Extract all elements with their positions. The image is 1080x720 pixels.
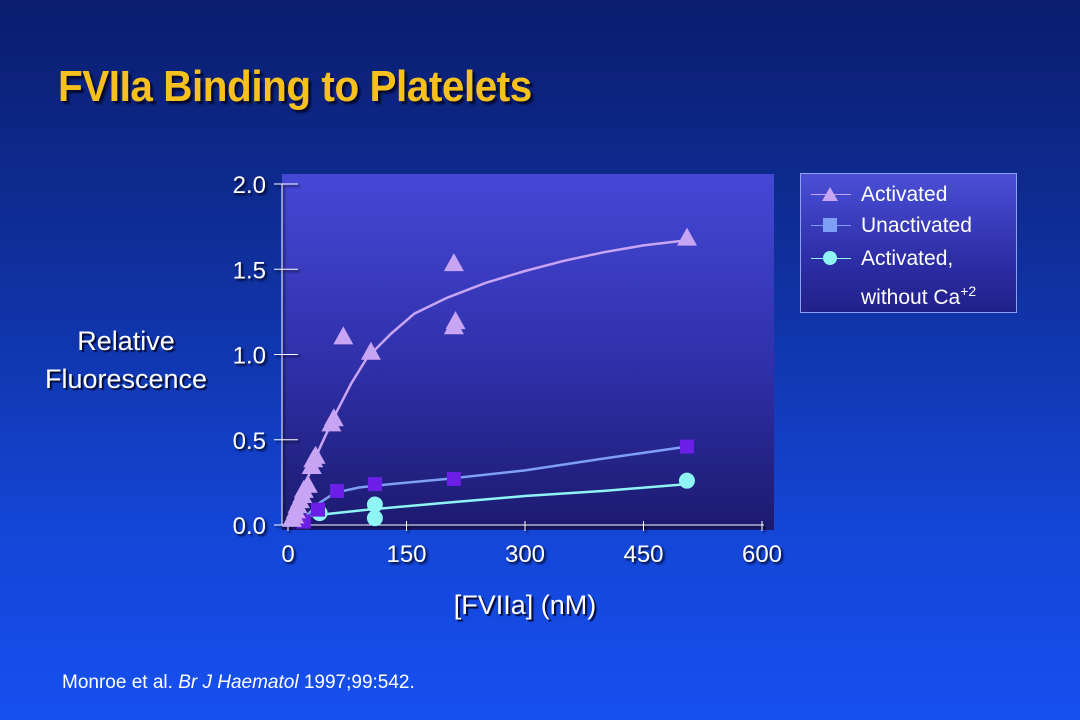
- citation-authors: Monroe et al.: [62, 672, 173, 693]
- data-point-activated: [445, 311, 466, 330]
- legend-label-activated-without-ca: Activated, without Ca+2: [861, 243, 976, 314]
- y-axis-label: Relative Fluorescence: [36, 322, 216, 398]
- data-point-unactivated: [446, 471, 461, 486]
- y-tick-label: 0.5: [233, 428, 266, 455]
- legend-label-activated: Activated: [861, 183, 948, 206]
- data-point-no_ca: [678, 472, 695, 489]
- data-point-unactivated: [311, 502, 326, 517]
- citation: Monroe et al. Br J Haematol 1997;99:542.: [62, 672, 415, 694]
- triangle-marker-icon: [822, 187, 838, 201]
- slide-title: FVIIa Binding to Platelets: [58, 62, 532, 111]
- fit-curve-activated: [290, 239, 689, 518]
- data-point-activated: [305, 445, 326, 464]
- data-point-activated: [360, 341, 381, 360]
- data-point-activated: [677, 227, 697, 246]
- data-point-activated: [443, 253, 464, 272]
- legend-label-unactivated: Unactivated: [861, 214, 972, 237]
- plot-area: [282, 174, 774, 530]
- data-point-unactivated: [679, 439, 694, 454]
- legend-item-activated-without-ca: Activated, without Ca+2: [811, 243, 1011, 309]
- data-point-no_ca: [366, 510, 383, 527]
- data-point-unactivated: [367, 477, 382, 492]
- x-tick-label: 450: [623, 541, 663, 568]
- circle-marker-icon: [823, 251, 837, 265]
- x-tick-label: 300: [505, 541, 545, 568]
- legend-label-line-2: without Ca+2: [861, 275, 976, 314]
- y-tick-label: 1.0: [233, 343, 266, 370]
- fit-curve-unactivated: [302, 445, 689, 520]
- legend-item-unactivated: Unactivated: [811, 210, 1011, 240]
- legend-label-ca: without Ca: [861, 286, 961, 309]
- y-tick-label: 0.0: [233, 513, 266, 540]
- x-tick-label: 150: [386, 541, 426, 568]
- x-axis-label: [FVIIa] (nM): [453, 590, 597, 620]
- y-tick-label: 1.5: [233, 257, 266, 284]
- data-point-activated: [323, 408, 344, 427]
- square-marker-icon: [823, 218, 837, 232]
- x-tick-label: 0: [281, 541, 294, 568]
- data-point-activated: [333, 326, 354, 345]
- y-axis-label-line-1: Relative: [77, 326, 175, 356]
- x-tick-label: 600: [742, 541, 782, 568]
- citation-journal: Br J Haematol: [178, 672, 299, 693]
- legend: Activated Unactivated Activated, without…: [800, 173, 1017, 313]
- y-axis-label-line-2: Fluorescence: [44, 364, 208, 394]
- fit-curve-no_ca: [302, 482, 689, 518]
- data-point-unactivated: [329, 483, 344, 498]
- legend-item-activated: Activated: [811, 179, 1011, 209]
- citation-ref: 1997;99:542.: [303, 672, 415, 693]
- y-tick-label: 2.0: [233, 172, 266, 199]
- legend-label-line-1: Activated,: [861, 247, 954, 270]
- data-point-no_ca: [366, 496, 383, 513]
- legend-label-superscript: +2: [960, 283, 977, 299]
- data-point-activated: [297, 474, 318, 493]
